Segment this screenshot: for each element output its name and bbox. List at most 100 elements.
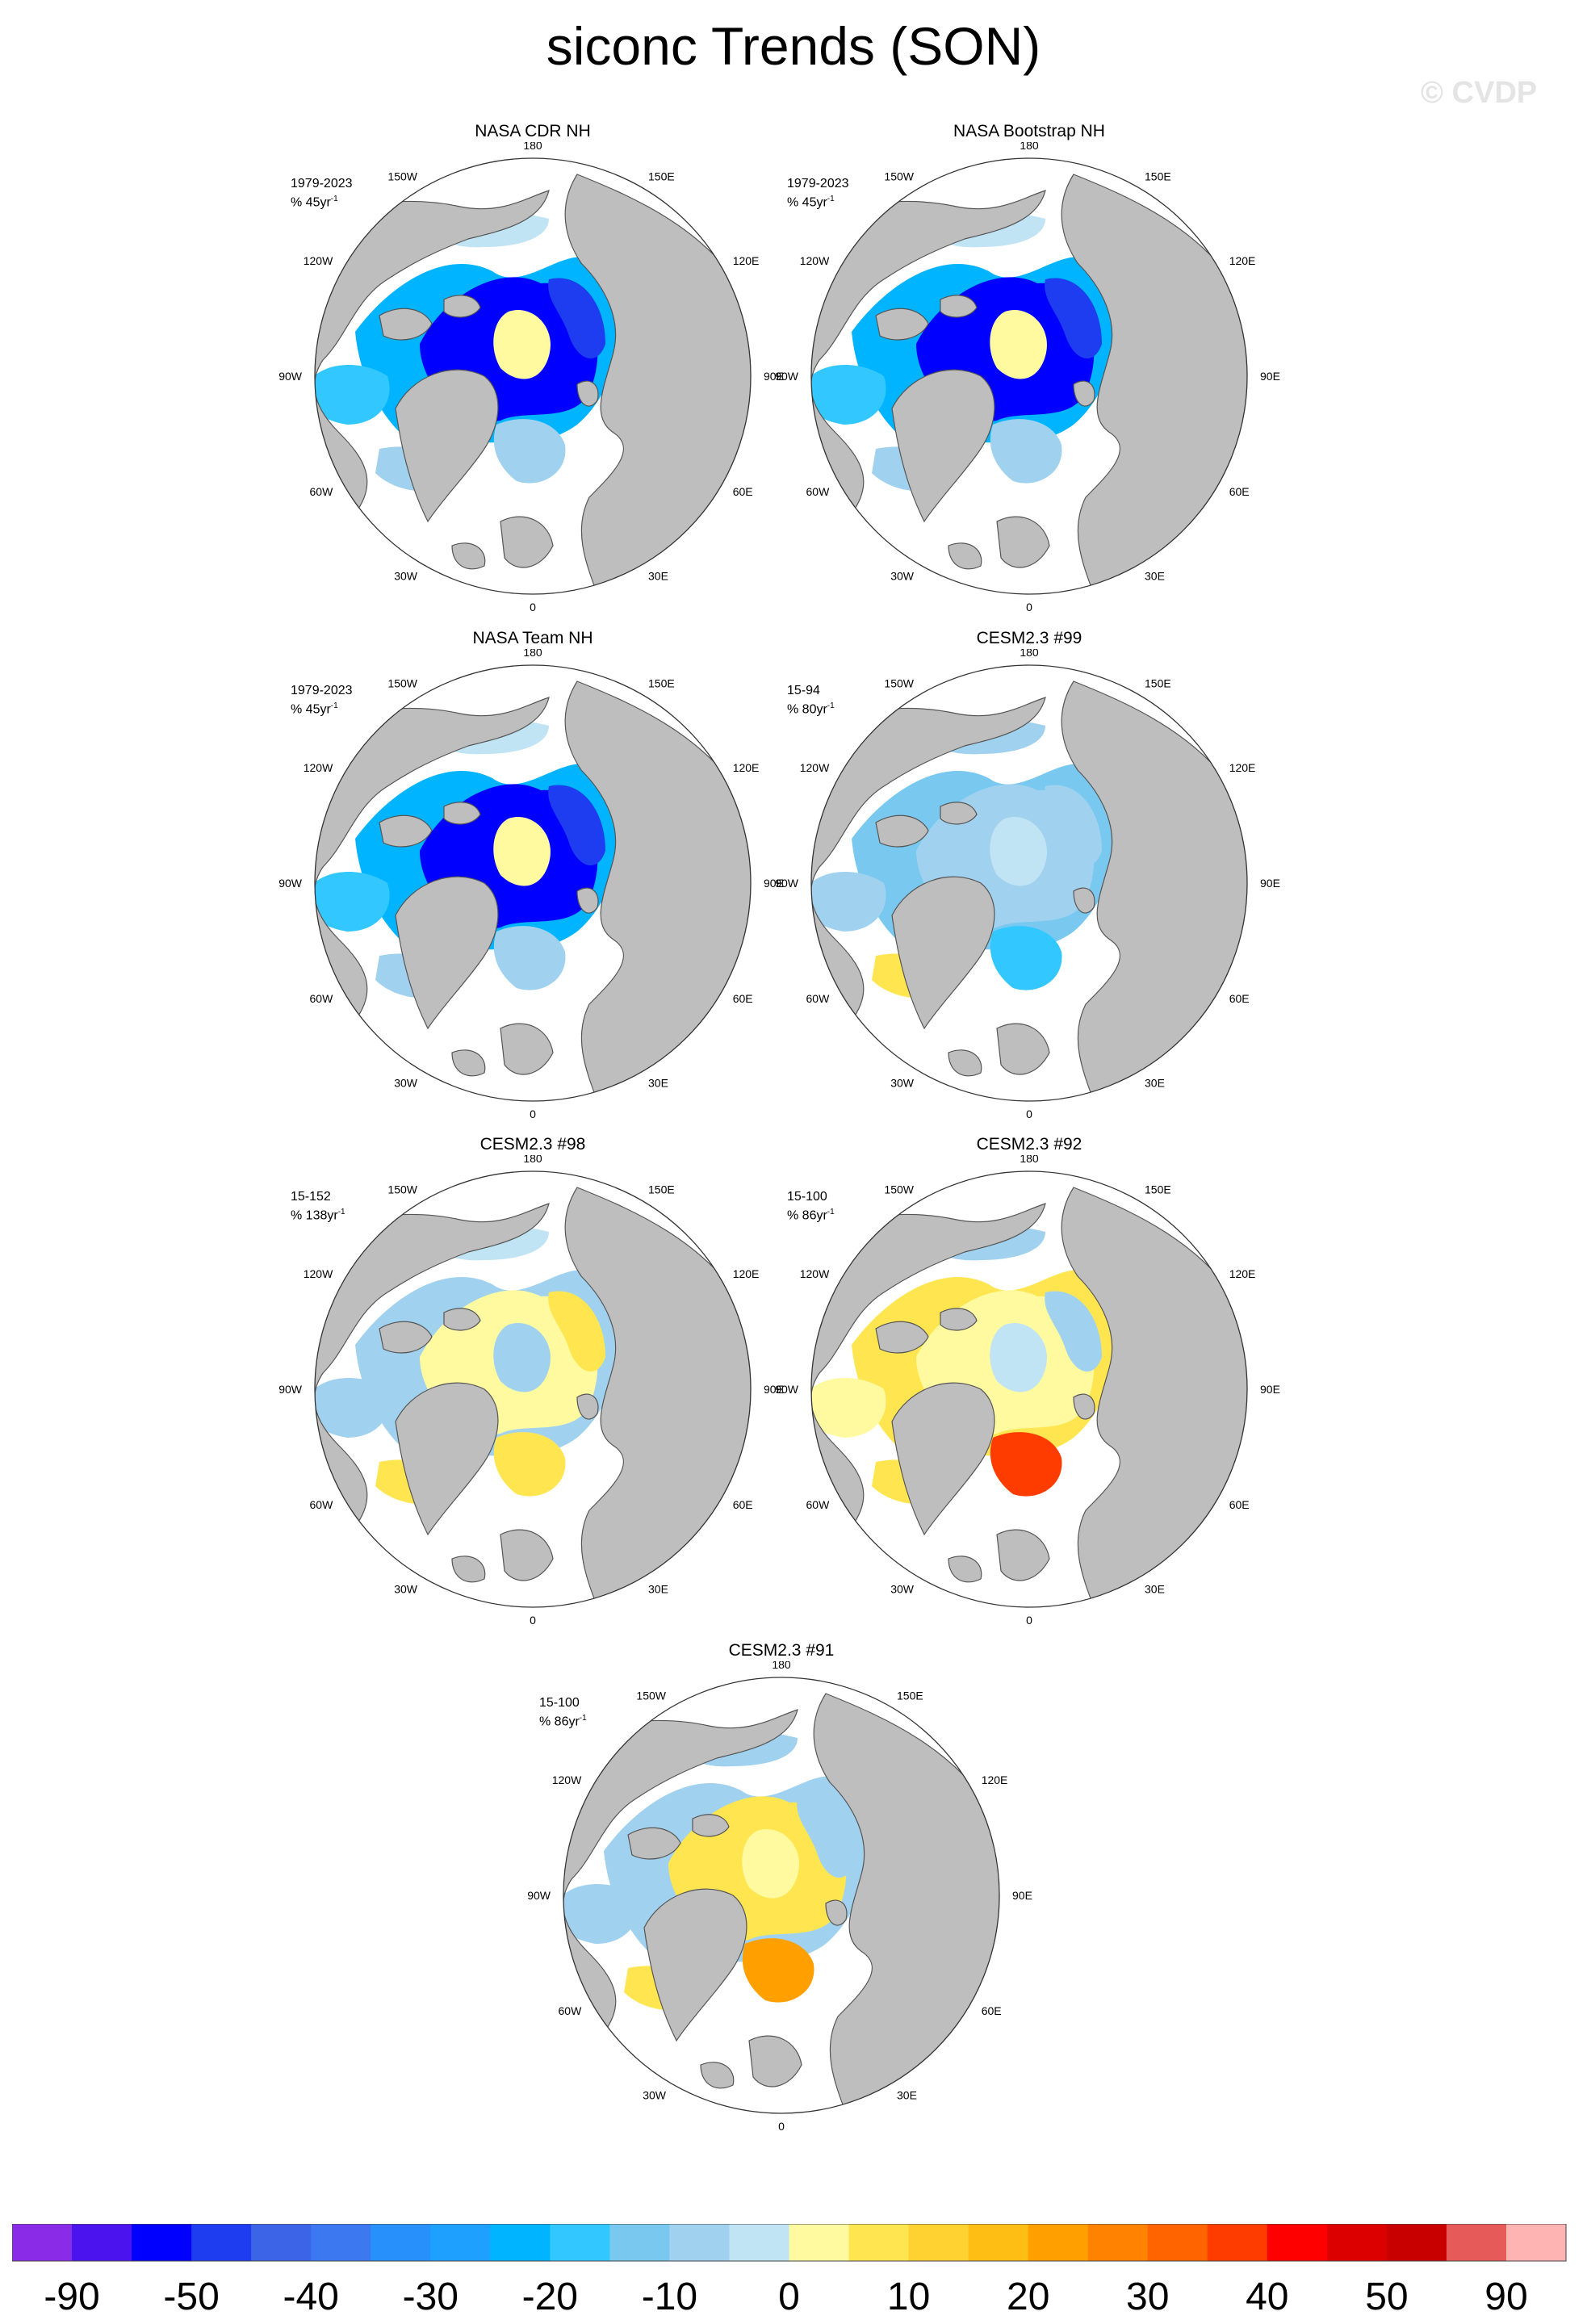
longitude-label: 150E	[648, 1183, 675, 1195]
colorbar-swatch	[1267, 2224, 1328, 2261]
colorbar-swatch	[1087, 2224, 1149, 2261]
figure-title: siconc Trends (SON)	[546, 16, 1041, 76]
longitude-label: 0	[1026, 1108, 1032, 1120]
longitude-label: 120E	[1229, 761, 1256, 774]
scandinavia	[748, 2035, 802, 2087]
longitude-label: 60E	[733, 485, 753, 498]
iceland	[948, 1556, 982, 1583]
polar-map: 180 150E 120E 90E 60E 30E 0 30W 60W 90W 120W 150W	[278, 649, 784, 1120]
ice-trend-siberian	[1045, 278, 1102, 359]
longitude-label: 90W	[278, 370, 303, 383]
ice-trend-pole	[990, 1323, 1047, 1392]
colorbar-swatch	[1326, 2224, 1388, 2261]
longitude-label: 30E	[897, 2089, 917, 2102]
longitude-label: 120E	[733, 1267, 760, 1280]
colorbar-swatch	[132, 2224, 192, 2261]
ice-trend-hudson	[811, 365, 886, 425]
unit-text: % 45yr-1	[291, 698, 353, 717]
longitude-label: 60W	[806, 992, 831, 1005]
panel-title: NASA Bootstrap NH	[953, 122, 1105, 140]
ice-trend-barents	[742, 1938, 814, 2003]
colorbar-swatch	[908, 2224, 969, 2261]
map-panel: CESM2.3 #92 15-100% 86yr-1 180 150E 120E 90E 6…	[755, 1134, 1304, 1643]
colorbar-tick-label: 10	[887, 2276, 930, 2318]
longitude-label: 30E	[1145, 1583, 1165, 1596]
longitude-label: 150W	[636, 1689, 666, 1702]
canadian-archipelago	[379, 308, 433, 341]
colorbar-swatch	[1028, 2224, 1089, 2261]
iceland	[948, 542, 982, 570]
longitude-label: 120E	[733, 254, 760, 267]
ice-trend-hudson	[315, 365, 390, 425]
longitude-label: 90W	[775, 370, 799, 383]
longitude-label: 150W	[387, 1183, 417, 1195]
map-panel: CESM2.3 #99 15-94% 80yr-1 180 150E 120E 90E 60…	[755, 628, 1304, 1137]
longitude-label: 30E	[648, 570, 668, 583]
unit-exponent: -1	[579, 1714, 587, 1723]
longitude-label: 180	[523, 142, 542, 152]
longitude-label: 90E	[1260, 877, 1280, 890]
longitude-label: 30W	[643, 2089, 667, 2102]
colorbar-swatch	[72, 2224, 132, 2261]
colorbar-swatch	[311, 2224, 371, 2261]
ice-trend-barents	[990, 1432, 1062, 1497]
longitude-label: 120W	[800, 761, 830, 774]
map-boundary	[314, 1170, 752, 1608]
scandinavia	[500, 516, 554, 568]
novaya-zemlya	[576, 887, 599, 914]
period-text: 1979-2023	[291, 177, 353, 191]
map-boundary	[810, 664, 1248, 1102]
colorbar-tick-label: -10	[642, 2276, 697, 2318]
map-panel: NASA Bootstrap NH 1979-2023% 45yr-1 180 150…	[755, 121, 1304, 630]
unit-prefix: % 86yr	[539, 1715, 580, 1729]
greenland	[891, 369, 995, 523]
map-boundary	[810, 1170, 1248, 1608]
panel-title: CESM2.3 #99	[976, 629, 1082, 647]
unit-exponent: -1	[827, 1208, 835, 1216]
longitude-label: 90W	[527, 1889, 551, 1902]
greenland	[395, 1382, 499, 1536]
polar-map: 180 150E 120E 90E 60E 30E 0 30W 60W 90W 120W 150W	[775, 142, 1280, 613]
longitude-label: 60E	[1229, 485, 1250, 498]
longitude-label: 0	[530, 1108, 536, 1120]
period-text: 15-94	[787, 684, 820, 697]
novaya-zemlya	[825, 1899, 848, 1926]
canadian-archipelago	[875, 308, 929, 341]
iceland	[948, 1049, 982, 1077]
longitude-label: 90E	[764, 877, 784, 890]
ice-trend-pole	[742, 1829, 799, 1899]
longitude-label: 0	[778, 2120, 785, 2133]
colorbar-tick-label: 90	[1484, 2276, 1527, 2318]
longitude-label: 60W	[806, 485, 831, 498]
colorbar-tick-label: 20	[1007, 2276, 1049, 2318]
colorbar-frame	[12, 2224, 1567, 2262]
longitude-label: 150E	[897, 1689, 923, 1702]
map-boundary	[314, 664, 752, 1102]
colorbar-swatch	[371, 2224, 431, 2261]
longitude-label: 0	[1026, 1614, 1032, 1627]
trend-period-label: 1979-2023% 45yr-1	[787, 176, 849, 210]
panel-title: NASA Team NH	[472, 629, 593, 647]
longitude-label: 150W	[884, 170, 914, 182]
longitude-label: 150E	[1145, 676, 1171, 689]
ice-trend-pole	[990, 310, 1047, 379]
longitude-label: 60W	[310, 992, 334, 1005]
colorbar-swatch	[191, 2224, 252, 2261]
ice-trend-hudson	[811, 1378, 886, 1438]
longitude-label: 120W	[304, 254, 333, 267]
longitude-label: 60W	[310, 485, 334, 498]
novaya-zemlya	[1073, 887, 1095, 914]
trend-period-label: 1979-2023% 45yr-1	[291, 176, 353, 210]
unit-prefix: % 45yr	[291, 195, 331, 210]
map-panel: NASA CDR NH 1979-2023% 45yr-1 180 150E 120E 9…	[258, 121, 807, 630]
colorbar-tick-label: -50	[163, 2276, 219, 2318]
longitude-label: 180	[1020, 142, 1039, 152]
colorbar-tick-label: -40	[283, 2276, 339, 2318]
canadian-archipelago	[875, 1321, 929, 1354]
period-text: 1979-2023	[291, 684, 353, 697]
ice-trend-pole	[493, 817, 551, 886]
longitude-label: 60W	[806, 1498, 831, 1511]
longitude-label: 150E	[1145, 170, 1171, 182]
longitude-label: 90E	[1260, 1383, 1280, 1396]
colorbar-tick-label: -30	[403, 2276, 459, 2318]
